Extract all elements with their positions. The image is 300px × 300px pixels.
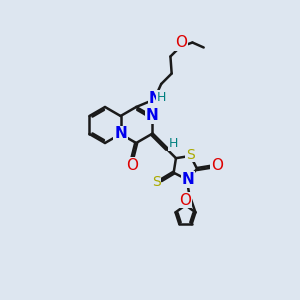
Text: N: N bbox=[146, 109, 158, 124]
Text: H: H bbox=[157, 91, 166, 103]
Text: N: N bbox=[148, 91, 161, 106]
Text: S: S bbox=[152, 175, 161, 189]
Text: N: N bbox=[114, 127, 127, 142]
Text: H: H bbox=[168, 137, 178, 150]
Text: O: O bbox=[126, 158, 138, 173]
Text: N: N bbox=[182, 172, 194, 187]
Text: O: O bbox=[179, 193, 191, 208]
Text: O: O bbox=[211, 158, 223, 173]
Text: S: S bbox=[186, 148, 195, 162]
Text: O: O bbox=[175, 35, 187, 50]
